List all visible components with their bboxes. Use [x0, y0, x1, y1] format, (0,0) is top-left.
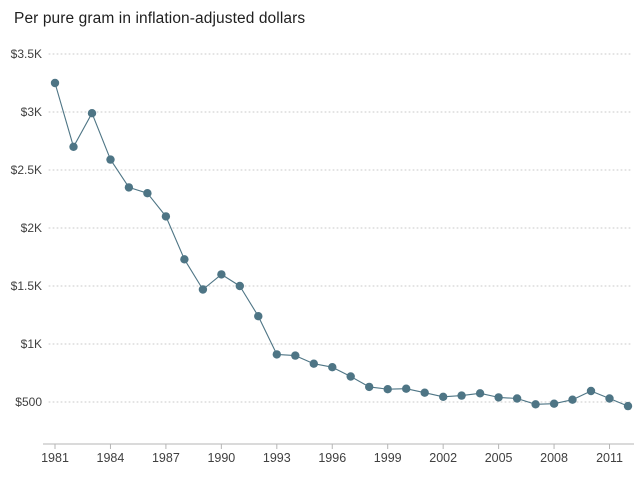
data-point: [586, 386, 596, 396]
x-tick-label: 1981: [41, 451, 69, 465]
data-point: [143, 189, 152, 198]
data-point: [420, 388, 429, 397]
data-point: [512, 394, 522, 403]
x-tick-label: 2008: [540, 451, 568, 465]
data-point: [623, 401, 633, 411]
x-tick-label: 2011: [596, 451, 623, 465]
data-point: [291, 351, 300, 360]
chart-title: Per pure gram in inflation-adjusted doll…: [14, 10, 306, 27]
data-point: [475, 389, 485, 398]
data-point: [180, 255, 189, 264]
y-tick-label: $3.5K: [11, 47, 42, 61]
y-tick-label: $500: [15, 395, 42, 409]
data-point: [531, 400, 540, 409]
data-point: [161, 212, 171, 221]
data-point: [87, 109, 97, 118]
x-tick-label: 2002: [429, 451, 457, 465]
data-point: [346, 372, 355, 381]
x-tick-label: 1996: [318, 451, 346, 465]
data-point: [605, 394, 614, 403]
data-point: [568, 395, 577, 404]
data-point: [272, 350, 281, 359]
data-point: [494, 393, 503, 402]
data-point: [69, 142, 78, 151]
data-point: [365, 382, 374, 392]
data-point: [50, 78, 60, 88]
data-point: [124, 183, 134, 192]
data-point: [309, 359, 318, 368]
data-point: [217, 270, 226, 279]
data-point: [235, 281, 244, 291]
y-tick-label: $1.5K: [11, 279, 42, 293]
data-point: [457, 391, 466, 400]
line-chart-plot: $500 $1K $1.5K $2K $2.5K $3K $3.5K 1981 1984 1987…: [11, 47, 634, 465]
data-point: [198, 285, 208, 294]
data-point: [106, 155, 115, 164]
x-tick-label: 1987: [152, 451, 180, 465]
x-tick-label: 1999: [374, 451, 402, 465]
y-tick-label: $2.5K: [11, 163, 42, 177]
x-tick-label: 1993: [263, 451, 291, 465]
data-point: [439, 392, 448, 401]
y-tick-label: $1K: [21, 337, 42, 351]
x-tick-label: 2005: [485, 451, 513, 465]
data-point: [383, 385, 392, 394]
series-line: [54, 82, 629, 407]
x-tick-label: 1984: [97, 451, 125, 465]
y-tick-label: $2K: [21, 221, 42, 235]
y-tick-label: $3K: [21, 105, 42, 119]
data-point: [254, 312, 263, 321]
data-point: [328, 363, 337, 372]
data-point: [402, 384, 411, 393]
data-point: [549, 399, 559, 408]
x-tick-label: 1990: [207, 451, 235, 465]
